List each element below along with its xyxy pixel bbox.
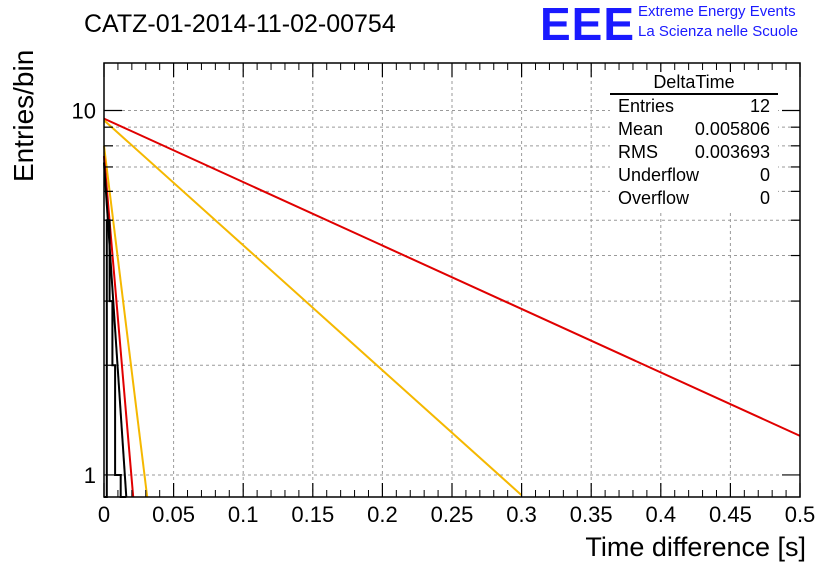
series-line-5	[103, 162, 128, 498]
stats-value: 0	[759, 188, 770, 208]
x-tick-label: 0.05	[152, 502, 195, 527]
stats-row-mean: Mean 0.005806	[610, 118, 778, 141]
x-tick-label: 0.4	[646, 502, 677, 527]
stats-label: Entries	[618, 96, 675, 116]
stats-box: DeltaTime Entries 12 Mean 0.005806 RMS 0…	[610, 72, 778, 210]
series-line-2	[103, 119, 523, 496]
stats-label: Overflow	[618, 188, 690, 208]
stats-title: DeltaTime	[610, 72, 778, 95]
x-tick-label: 0.1	[228, 502, 259, 527]
stats-label: Underflow	[618, 165, 700, 185]
series-lines	[103, 117, 801, 498]
series-line-1	[103, 117, 801, 437]
stats-row-rms: RMS 0.003693	[610, 141, 778, 164]
x-tick-label: 0	[98, 502, 110, 527]
stats-row-overflow: Overflow 0	[610, 187, 778, 210]
stats-value: 12	[749, 96, 770, 116]
logo-line-2: La Scienza nelle Scuole	[638, 23, 799, 40]
stats-label: RMS	[618, 142, 658, 162]
stats-value: 0	[759, 165, 770, 185]
series-line-3	[103, 145, 149, 498]
x-tick-label: 0.2	[367, 502, 398, 527]
x-tick-label: 0.3	[506, 502, 537, 527]
stats-row-underflow: Underflow 0	[610, 164, 778, 187]
axis-ticks: 0 0.05 0.1 0.15 0.2 0.25 0.3 0.35 0.4 0.45 0.5 1 10	[72, 63, 816, 527]
x-tick-label: 0.15	[291, 502, 334, 527]
x-tick-label: 0.35	[570, 502, 613, 527]
stats-label: Mean	[618, 119, 664, 139]
stats-value: 0.003693	[694, 142, 770, 162]
y-axis-label: Entries/bin	[8, 49, 39, 182]
chart-title: CATZ-01-2014-11-02-00754	[84, 10, 396, 38]
x-tick-label: 0.25	[431, 502, 474, 527]
logo-line-1: Extreme Energy Events	[638, 3, 796, 20]
x-axis-label: Time difference [s]	[585, 532, 806, 562]
plot-frame	[103, 62, 801, 498]
x-tick-label: 0.45	[709, 502, 752, 527]
stats-row-entries: Entries 12	[610, 95, 778, 118]
stats-value: 0.005806	[694, 119, 770, 139]
x-tick-label: 0.5	[785, 502, 816, 527]
y-tick-label: 10	[72, 99, 96, 124]
eee-logo: EEE	[540, 0, 636, 50]
y-tick-label: 1	[84, 463, 96, 488]
series-line-4	[103, 155, 135, 498]
